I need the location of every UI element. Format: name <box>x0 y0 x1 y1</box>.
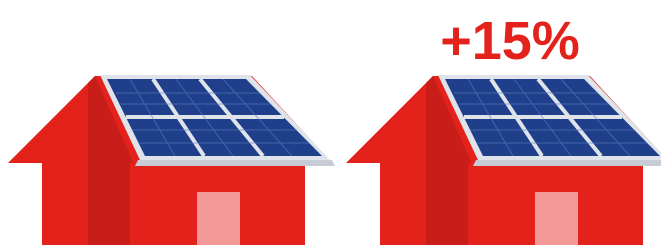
increase-label: +15% <box>440 11 580 71</box>
page: {"label": "+15%"} <box>0 0 661 245</box>
illustration: +15% <box>0 0 661 245</box>
house-before <box>8 75 335 245</box>
house-after <box>346 75 661 245</box>
